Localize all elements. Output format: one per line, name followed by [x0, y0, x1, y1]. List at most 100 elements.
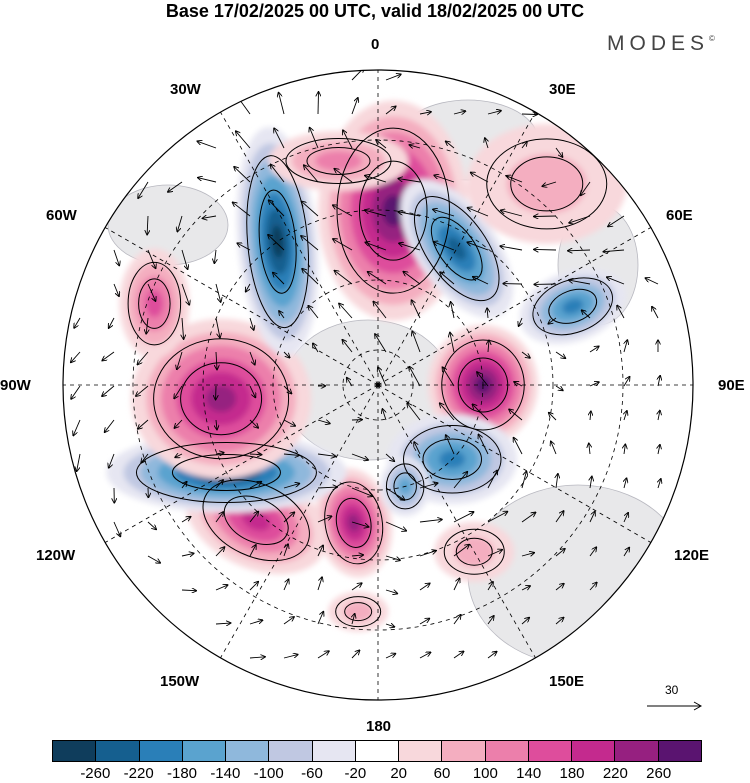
wind-arrow: [385, 589, 397, 593]
wind-arrow: [589, 512, 595, 523]
wind-arrow: [478, 435, 489, 455]
wind-arrow: [487, 308, 488, 319]
lon-label-30e: 30E: [549, 81, 576, 98]
wind-arrow: [373, 302, 387, 319]
wind-arrow: [487, 652, 497, 659]
wind-arrow: [407, 403, 421, 421]
lon-label-60e: 60E: [666, 207, 693, 224]
wind-arrow: [385, 106, 396, 115]
wind-arrow: [317, 454, 335, 456]
wind-arrow: [246, 283, 251, 292]
wind-arrow: [317, 487, 337, 488]
wind-arrow: [419, 583, 430, 591]
wind-arrow: [624, 411, 627, 421]
lon-label-180: 180: [366, 718, 392, 735]
wind-arrow: [249, 582, 258, 591]
positive-anomaly: [343, 601, 374, 622]
wind-arrow: [590, 411, 591, 421]
vector-reference-arrow: [647, 701, 703, 711]
wind-arrow: [658, 445, 660, 455]
wind-arrow: [419, 619, 429, 625]
north-pole-marker: [375, 382, 381, 388]
wind-arrow: [603, 250, 625, 252]
negative-anomaly: [271, 225, 284, 259]
wind-arrow: [351, 650, 359, 659]
wind-arrow: [365, 242, 387, 251]
wind-arrow: [581, 181, 591, 195]
wind-arrow: [283, 484, 299, 489]
colorbar-tick-label: 140: [516, 765, 542, 782]
contour-line: [202, 479, 310, 562]
colorbar-swatch: [226, 741, 270, 761]
wind-arrow: [174, 419, 183, 428]
brand-logo: MODES©: [607, 32, 715, 56]
colorbar-swatch: [615, 741, 659, 761]
wind-arrow: [198, 178, 217, 183]
wind-arrow: [487, 512, 507, 523]
wind-arrow: [624, 478, 627, 489]
contour-line: [486, 138, 608, 230]
wind-arrow: [351, 98, 358, 115]
map-title: Base 17/02/2025 00 UTC, valid 18/02/2025…: [165, 1, 585, 21]
contour-line: [135, 442, 317, 503]
lon-label-90e: 90E: [718, 377, 745, 394]
contour-line: [306, 146, 371, 175]
wind-arrow: [467, 242, 489, 251]
wind-arrow: [555, 511, 564, 523]
wind-arrow: [652, 307, 659, 319]
wind-arrow: [385, 654, 395, 659]
wind-arrow: [623, 513, 628, 523]
wind-arrow: [446, 141, 455, 149]
wind-arrow: [283, 512, 294, 523]
wind-arrow: [569, 215, 591, 223]
wind-arrow: [301, 236, 319, 251]
wind-arrow: [607, 277, 625, 285]
contour-lines: [127, 127, 613, 628]
wind-arrow: [269, 200, 285, 217]
wind-arrow: [521, 142, 527, 149]
lon-label-30w: 30W: [170, 81, 201, 98]
wind-arrow: [301, 201, 319, 217]
wind-arrow: [446, 435, 455, 455]
wind-arrow: [453, 111, 465, 114]
wind-arrow: [589, 443, 590, 455]
wind-arrow: [147, 283, 156, 301]
wind-arrow: [215, 317, 220, 337]
colorbar-swatch: [528, 741, 573, 761]
colorbar-tick-label: -140: [210, 765, 241, 782]
wind-arrow: [174, 385, 183, 398]
contour-line: [335, 497, 372, 548]
wind-arrow: [249, 512, 258, 523]
wind-arrow: [453, 472, 467, 489]
colorbar-swatch: [572, 741, 616, 761]
wind-arrow: [215, 512, 223, 523]
colorbar-swatch: [658, 741, 701, 761]
lon-label-0: 0: [371, 36, 380, 53]
contour-line: [285, 137, 392, 184]
colorbar-tick-label: 180: [559, 765, 585, 782]
wind-arrow: [487, 616, 494, 625]
wind-arrow: [105, 419, 115, 432]
wind-arrow: [214, 249, 216, 263]
contour-line: [359, 160, 428, 261]
colorbar-swatch: [399, 741, 443, 761]
colorbar-swatch: [139, 741, 183, 761]
wind-arrow: [419, 112, 431, 114]
wind-arrow: [147, 555, 160, 563]
wind-arrow: [453, 512, 474, 523]
wind-arrow: [302, 269, 319, 285]
wind-arrow: [555, 351, 565, 358]
wind-arrow: [175, 454, 183, 457]
colorbar-tick-label: 60: [433, 765, 451, 782]
land-shape: [467, 484, 689, 666]
wind-arrow: [215, 453, 224, 454]
colorbar-tick-label: -60: [301, 765, 323, 782]
wind-arrow: [283, 351, 290, 358]
wind-arrow: [556, 474, 558, 489]
wind-arrow: [471, 173, 489, 183]
colorbar-swatch: [442, 741, 486, 761]
wind-arrow: [514, 438, 523, 455]
wind-arrow: [317, 651, 329, 659]
lon-label-90w: 90W: [0, 377, 31, 394]
wind-arrow: [271, 165, 285, 183]
